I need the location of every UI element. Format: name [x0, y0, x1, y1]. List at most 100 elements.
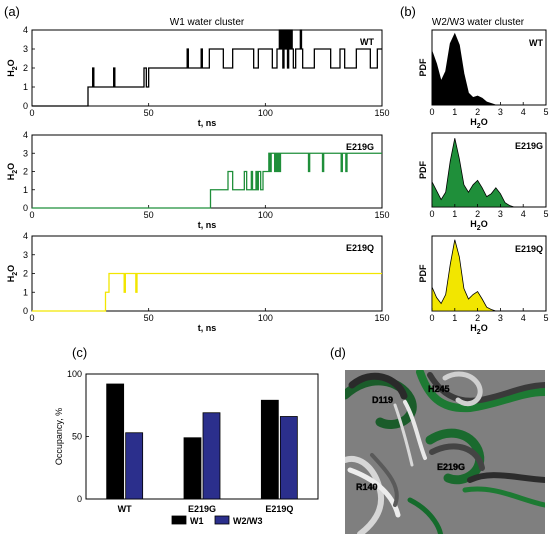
timeseries-E219Q: 0 1 2 3 4 0 50 100 150 t, ns H2O E219Q — [6, 231, 390, 333]
y-tick-label: 0 — [77, 494, 82, 504]
protein-ribbon — [442, 371, 483, 407]
x-tick-label: 5 — [543, 209, 548, 219]
y-tick-label: 50 — [72, 432, 82, 442]
residue-label-H245: H245 — [428, 384, 450, 394]
x-axis-label-text: H2O — [470, 117, 487, 130]
x-tick-label: 0 — [429, 107, 434, 117]
protein-ribbon — [425, 428, 485, 485]
legend-label-W2W3: W2/W3 — [233, 516, 263, 526]
x-tick-label: 2 — [475, 209, 480, 219]
structure-ribbons — [345, 370, 545, 534]
series-label: E219G — [515, 141, 543, 151]
protein-ribbon — [429, 443, 485, 471]
x-tick-label: 5 — [543, 107, 548, 117]
x-tick-label: 2 — [475, 313, 480, 323]
x-axis-label: t, ns — [198, 118, 217, 128]
x-tick-label: 100 — [258, 313, 273, 323]
x-axis-label: t, ns — [198, 220, 217, 230]
x-axis-label: H2O — [470, 323, 487, 336]
y-tick-label: 0 — [23, 101, 28, 111]
protein-ribbon — [348, 372, 408, 400]
panel-label-b: (b) — [400, 4, 416, 19]
x-tick-label: 4 — [521, 209, 526, 219]
y-axis-label: H2O — [6, 265, 19, 282]
legend-swatch-W1 — [171, 515, 187, 525]
pdf-area — [431, 239, 501, 312]
x-tick-label: 3 — [498, 107, 503, 117]
panel-label-a: (a) — [4, 4, 20, 19]
series-label: WT — [360, 37, 374, 47]
y-axis-label: PDF — [418, 264, 428, 283]
y-axis-label: H2O — [6, 59, 19, 76]
x-tick-label: 150 — [374, 210, 389, 220]
bar-W2/W3-E219G — [202, 412, 221, 500]
protein-ribbon — [467, 472, 545, 483]
y-axis-label-text: H2O — [6, 163, 19, 180]
series-label: WT — [529, 38, 543, 48]
x-tick-label: 50 — [144, 313, 154, 323]
protein-ribbon — [393, 403, 414, 467]
x-tick-label: 100 — [258, 210, 273, 220]
y-tick-label: 1 — [23, 185, 28, 195]
x-tick-label: 150 — [374, 313, 389, 323]
y-tick-label: 0 — [23, 306, 28, 316]
y-axis-label: PDF — [418, 58, 428, 77]
y-axis-label-text: PDF — [418, 264, 428, 283]
x-axis-label: H2O — [470, 219, 487, 232]
x-axis-label-text: H2O — [470, 323, 487, 336]
panel-label-c: (c) — [72, 345, 87, 360]
y-tick-label: 100 — [67, 369, 82, 379]
x-tick-label: 0 — [429, 313, 434, 323]
y-tick-label: 2 — [23, 63, 28, 73]
y-tick-label: 3 — [23, 44, 28, 54]
x-tick-label: 0 — [29, 313, 34, 323]
x-tick-label: 3 — [498, 313, 503, 323]
x-tick-label: 3 — [498, 209, 503, 219]
bar-W1-E219Q — [260, 399, 279, 500]
x-axis-label-text: H2O — [470, 219, 487, 232]
legend-swatch-W2W3 — [214, 515, 230, 525]
x-tick-label: 5 — [543, 313, 548, 323]
y-tick-label: 2 — [23, 269, 28, 279]
y-tick-label: 3 — [23, 148, 28, 158]
y-axis-label-text: PDF — [418, 160, 428, 179]
y-tick-label: 2 — [23, 167, 28, 177]
series-line — [32, 152, 382, 209]
series-label: E219G — [346, 142, 374, 152]
x-tick-label: 1 — [452, 209, 457, 219]
bar-W2/W3-WT — [125, 432, 144, 500]
protein-ribbon — [416, 370, 545, 413]
x-tick-label: 4 — [521, 313, 526, 323]
pdf-E219Q: 0 1 2 3 4 5 H2O PDF E219Q — [418, 235, 549, 336]
x-axis-label: t, ns — [198, 323, 217, 333]
legend: W1 W2/W3 — [171, 515, 263, 526]
protein-ribbon — [345, 376, 417, 429]
protein-ribbon — [370, 453, 399, 507]
panel-label-d: (d) — [330, 345, 346, 360]
x-tick-label: 0 — [29, 210, 34, 220]
x-tick-label: 1 — [452, 107, 457, 117]
protein-ribbon — [462, 486, 545, 508]
y-tick-label: 4 — [23, 130, 28, 140]
x-tick-label: 50 — [144, 108, 154, 118]
x-tick-label: 150 — [374, 108, 389, 118]
plot-frame — [31, 134, 383, 209]
category-label: E219G — [188, 504, 216, 514]
bar-W1-E219G — [183, 437, 202, 500]
y-axis-label-text: PDF — [418, 58, 428, 77]
series-label: E219Q — [515, 244, 543, 254]
residue-label-D119: D119 — [372, 395, 393, 405]
category-label: E219Q — [265, 504, 293, 514]
y-tick-label: 4 — [23, 231, 28, 241]
protein-ribbon — [347, 467, 401, 518]
residue-label-R140: R140 — [356, 482, 378, 492]
pdf-area — [431, 32, 501, 106]
x-tick-label: 4 — [521, 107, 526, 117]
x-axis-label: H2O — [470, 117, 487, 130]
occupancy-bar-chart: 0 50 100 Occupancy, % WT E219G E219Q W1 W2/W3 — [54, 369, 319, 526]
x-tick-label: 1 — [452, 313, 457, 323]
protein-ribbon — [407, 497, 443, 534]
x-tick-label: 100 — [258, 108, 273, 118]
timeseries-WT: 0 1 2 3 4 0 50 100 150 t, ns H2O WT — [6, 25, 390, 128]
